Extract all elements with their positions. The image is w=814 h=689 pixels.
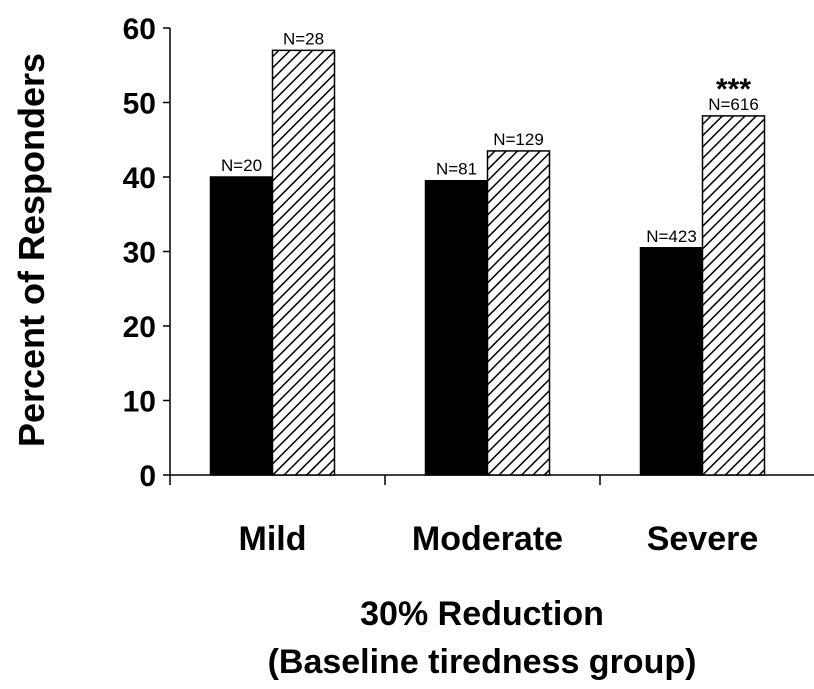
bar [271, 49, 336, 476]
bar-n-label: N=423 [646, 227, 697, 246]
x-axis-label-line1: 30% Reduction [360, 595, 604, 633]
bar-n-label: N=129 [493, 130, 544, 149]
bar [701, 115, 766, 476]
bar-n-label: N=28 [283, 29, 324, 48]
bar [424, 179, 489, 476]
bar-n-label: N=616 [708, 95, 759, 114]
bar-n-label: N=20 [221, 156, 262, 175]
x-tick-label: Moderate [412, 520, 563, 558]
bar-labels: N=20 N=28 N=81 N=129 N=423 N=616*** [221, 29, 759, 245]
bar [209, 176, 274, 476]
y-tick-label: 50 [123, 88, 156, 121]
x-tick-label: Mild [239, 520, 307, 558]
y-axis: 0 10 20 30 40 50 60 [123, 13, 171, 493]
y-tick-label: 60 [123, 13, 156, 46]
significance-marker: *** [716, 73, 751, 106]
x-tick-label: Severe [647, 520, 759, 558]
x-axis-label-line2: (Baseline tiredness group) [268, 643, 697, 681]
bar [639, 247, 704, 476]
y-tick-label: 0 [139, 460, 156, 493]
y-tick-label: 20 [123, 311, 156, 344]
x-axis: Mild Moderate Severe [169, 474, 814, 558]
y-tick-label: 10 [123, 386, 156, 419]
y-tick-label: 30 [123, 237, 156, 270]
y-axis-label: Percent of Responders [11, 53, 52, 447]
bar [486, 150, 551, 476]
bars [209, 49, 766, 476]
bar-n-label: N=81 [436, 160, 477, 179]
y-tick-label: 40 [123, 162, 156, 195]
